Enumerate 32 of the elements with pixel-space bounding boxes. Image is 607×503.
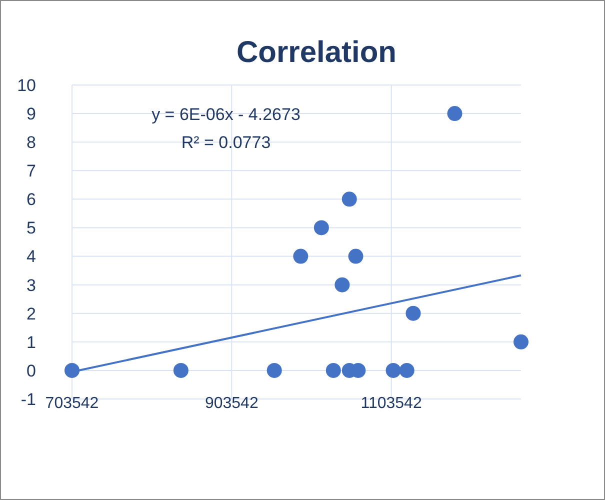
y-tick-label: 3: [26, 276, 36, 295]
x-tick-label: 903542: [204, 395, 258, 412]
point: [293, 248, 308, 264]
point: [386, 362, 401, 378]
y-tick-label: 5: [26, 218, 36, 238]
x-tick-label: 703542: [45, 395, 99, 412]
point: [406, 306, 421, 321]
chart-title: Correlation: [236, 36, 397, 69]
x-tick-label: 1103542: [360, 395, 422, 412]
point: [399, 362, 414, 378]
y-tick-label: 10: [17, 76, 36, 95]
y-tick-label: 8: [26, 133, 36, 152]
y-tick-label: 1: [26, 332, 36, 352]
y-tick-label: 6: [26, 190, 36, 210]
annotation: y = 6E-06x - 4.2673: [152, 105, 300, 124]
point: [314, 220, 329, 236]
y-tick-label: 7: [26, 162, 36, 181]
point: [326, 362, 341, 378]
point: [173, 362, 188, 378]
y-tick-label: 9: [26, 104, 36, 124]
point: [348, 248, 364, 264]
y-tick-label: 2: [26, 304, 36, 324]
y-tick-label: -1: [20, 390, 36, 409]
point: [342, 192, 357, 207]
point: [334, 277, 350, 292]
point: [514, 334, 528, 350]
point: [64, 362, 80, 378]
y-tick-label: 4: [26, 247, 36, 266]
point: [266, 362, 282, 378]
y-tick-label: 0: [26, 361, 36, 380]
annotation: R² = 0.0773: [181, 133, 271, 152]
point: [447, 106, 462, 122]
